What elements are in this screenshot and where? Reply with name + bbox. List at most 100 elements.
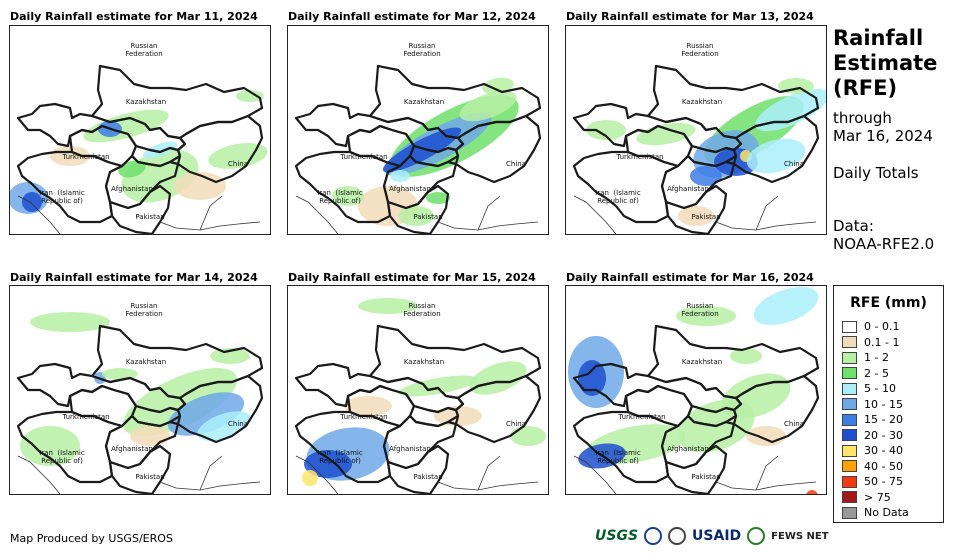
side-totals: Daily Totals — [833, 164, 919, 182]
rain-area — [302, 470, 318, 486]
rain-area — [636, 122, 696, 146]
map-label-china: China — [228, 420, 248, 428]
side-date: Mar 16, 2024 — [833, 127, 933, 145]
map-label-russia: Russian Federation — [125, 302, 163, 318]
country-border — [294, 150, 402, 224]
legend-label: 30 - 40 — [864, 444, 903, 458]
rain-area — [358, 298, 418, 314]
legend-label: 40 - 50 — [864, 459, 903, 473]
legend-item: 50 - 75 — [834, 474, 943, 490]
map-label-turkmenistan: Turkmenistan — [618, 413, 666, 421]
legend-swatch — [842, 491, 857, 504]
legend-label: No Data — [864, 506, 909, 520]
country-border — [176, 374, 264, 444]
legend-label: 0 - 0.1 — [864, 320, 900, 334]
rain-area — [746, 138, 806, 174]
rain-area — [390, 170, 410, 182]
rain-area — [102, 368, 138, 380]
map-label-pakistan: Pakistan — [691, 213, 721, 221]
legend-item: 0 - 0.1 — [834, 319, 943, 335]
map-label-turkmenistan: Turkmenistan — [616, 153, 664, 161]
map-label-india: India — [178, 234, 238, 235]
country-border — [16, 150, 124, 224]
rain-area — [130, 426, 170, 446]
rain-area — [746, 426, 786, 446]
rain-area — [678, 206, 714, 226]
map-label-china: China — [784, 160, 804, 168]
rain-area — [382, 127, 462, 173]
legend-item: 0.1 - 1 — [834, 335, 943, 351]
rain-area — [332, 186, 364, 206]
side-data-source: NOAA-RFE2.0 — [833, 235, 935, 253]
rainfall-map — [10, 64, 268, 234]
legend-title: RFE (mm) — [850, 295, 927, 311]
rain-area — [142, 141, 178, 159]
rain-area — [586, 120, 626, 140]
rain-area — [578, 360, 606, 396]
rain-area — [208, 143, 268, 169]
map-label-russia: Russian Federation — [681, 42, 719, 58]
map-label-kazakhstan: Kazakhstan — [681, 358, 723, 366]
map-label-turkmenistan: Turkmenistan — [340, 413, 388, 421]
side-title-line3: (RFE) — [833, 76, 898, 100]
map-label-china: China — [506, 420, 526, 428]
minor-border — [295, 455, 539, 494]
map-label-turkmenistan: Turkmenistan — [340, 153, 388, 161]
country-border — [16, 410, 124, 484]
legend-item: No Data — [834, 505, 943, 521]
legend-item: 40 - 50 — [834, 459, 943, 475]
map-label-kazakhstan: Kazakhstan — [125, 358, 167, 366]
legend-swatch — [842, 429, 857, 442]
map-label-pakistan: Pakistan — [691, 473, 721, 481]
legend-swatch — [842, 460, 857, 473]
side-title-line1: Rainfall — [833, 26, 924, 50]
country-border — [108, 444, 172, 494]
legend-swatch — [842, 382, 857, 395]
rainfall-map — [572, 64, 826, 234]
map-label-russia: Russian Federation — [125, 42, 163, 58]
legend-item: 1 - 2 — [834, 350, 943, 366]
rainfall-map — [294, 298, 546, 494]
map-panel-1: Russian Federation Kazakhstan Turkmenistan… — [9, 25, 271, 235]
map-label-china: China — [784, 420, 804, 428]
rain-area — [755, 88, 826, 132]
map-panel-3: Russian Federation Kazakhstan Turkmenistan… — [565, 25, 827, 235]
panel-title-1: Daily Rainfall estimate for Mar 11, 2024 — [10, 10, 258, 23]
map-label-iran: Iran (Islamic Republic of) — [39, 449, 85, 465]
legend-label: 50 - 75 — [864, 475, 903, 489]
side-through: through — [833, 109, 892, 127]
country-border — [454, 374, 542, 444]
rain-area — [210, 348, 250, 364]
map-panel-6: Russian Federation Kazakhstan Turkmenistan… — [565, 285, 827, 495]
country-border — [732, 114, 820, 184]
side-title-line2: Estimate — [833, 51, 938, 75]
rainfall-map — [16, 312, 264, 494]
legend-item: 2 - 5 — [834, 366, 943, 382]
rain-area — [20, 426, 80, 466]
map-label-china: China — [506, 160, 526, 168]
legend-item: 20 - 30 — [834, 428, 943, 444]
rain-area — [459, 90, 517, 122]
legend-item: > 75 — [834, 490, 943, 506]
country-border — [386, 444, 450, 494]
legend-label: 2 - 5 — [864, 366, 889, 380]
rain-area — [676, 306, 736, 326]
legend-swatch — [842, 475, 857, 488]
legend-item: 15 - 20 — [834, 412, 943, 428]
rain-area — [118, 160, 146, 178]
map-label-afghanistan: Afghanistan — [389, 445, 431, 453]
map-label-pakistan: Pakistan — [135, 473, 165, 481]
map-label-russia: Russian Federation — [681, 302, 719, 318]
panel-title-6: Daily Rainfall estimate for Mar 16, 2024 — [566, 271, 814, 284]
legend-swatch — [842, 336, 857, 349]
minor-border — [17, 455, 261, 494]
map-label-iran: Iran (Islamic Republic of) — [39, 189, 85, 205]
rain-area — [398, 206, 434, 226]
rainfall-map — [294, 64, 542, 234]
map-label-pakistan: Pakistan — [413, 213, 443, 221]
map-label-india: India — [456, 234, 516, 235]
rain-area — [174, 172, 226, 200]
rainfall-map — [568, 286, 820, 494]
minor-border — [295, 195, 539, 234]
legend-swatch — [842, 398, 857, 411]
